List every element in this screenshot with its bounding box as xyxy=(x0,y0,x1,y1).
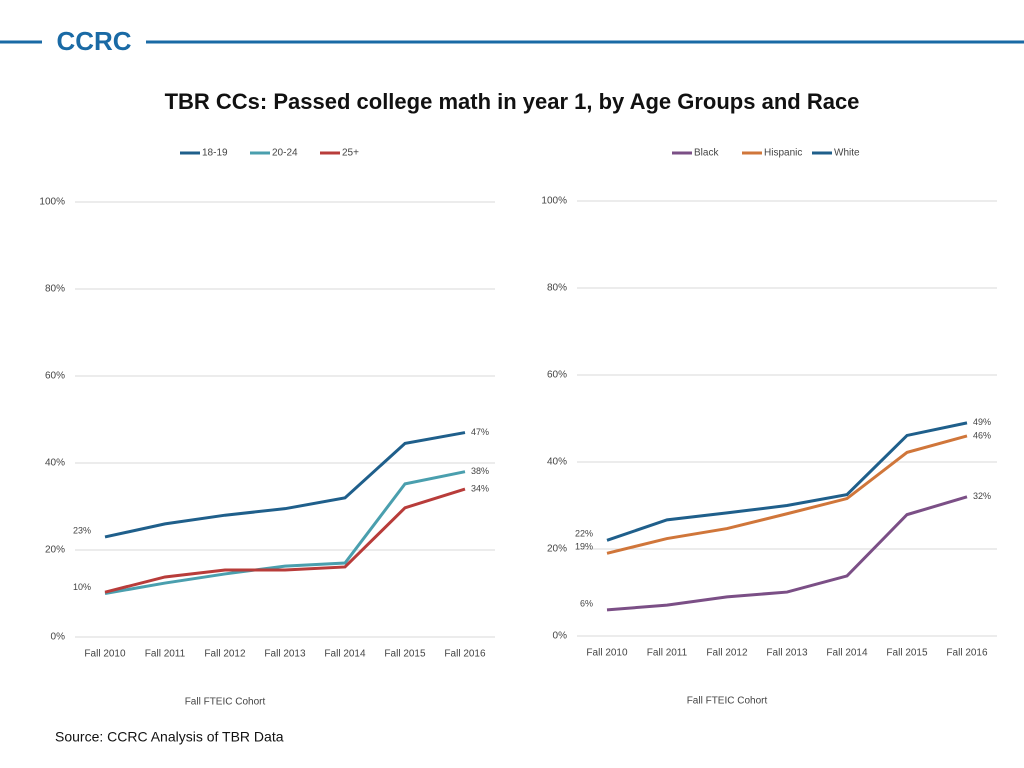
x-tick-label: Fall 2012 xyxy=(204,649,246,660)
data-label: 23% xyxy=(73,525,91,535)
x-tick-label: Fall 2010 xyxy=(586,648,628,659)
series-line xyxy=(606,421,968,542)
data-label: 47% xyxy=(471,427,489,437)
x-tick-label: Fall 2015 xyxy=(384,649,426,660)
data-label: 38% xyxy=(471,466,489,476)
series-line xyxy=(104,487,466,594)
data-label: 46% xyxy=(973,430,991,440)
data-label: 22% xyxy=(575,529,593,539)
data-label: 19% xyxy=(575,542,593,552)
x-tick-label: Fall 2011 xyxy=(145,649,186,660)
x-axis-title: Fall FTEIC Cohort xyxy=(687,696,768,707)
y-tick-label: 80% xyxy=(547,283,567,294)
x-tick-label: Fall 2015 xyxy=(886,648,928,659)
y-tick-label: 20% xyxy=(547,544,567,555)
x-tick-label: Fall 2013 xyxy=(264,649,306,660)
legend-label: 25+ xyxy=(342,148,359,159)
y-tick-label: 0% xyxy=(51,632,66,643)
series-line xyxy=(104,470,466,595)
y-tick-label: 60% xyxy=(547,370,567,381)
legend-label: 20-24 xyxy=(272,148,298,159)
y-tick-label: 80% xyxy=(45,284,65,295)
series-line xyxy=(606,434,968,555)
legend-label: Black xyxy=(694,148,719,159)
y-tick-label: 0% xyxy=(553,631,568,642)
x-tick-label: Fall 2011 xyxy=(647,648,688,659)
x-axis-title: Fall FTEIC Cohort xyxy=(185,697,266,708)
legend-label: Hispanic xyxy=(764,148,802,159)
x-tick-label: Fall 2016 xyxy=(946,648,988,659)
x-tick-label: Fall 2014 xyxy=(324,649,366,660)
y-tick-label: 60% xyxy=(45,371,65,382)
data-label: 6% xyxy=(580,598,593,608)
series-line xyxy=(606,495,968,612)
data-label: 10% xyxy=(73,582,91,592)
data-label: 34% xyxy=(471,483,489,493)
slide-title: TBR CCs: Passed college math in year 1, … xyxy=(165,89,860,114)
y-tick-label: 40% xyxy=(547,457,567,468)
legend-label: White xyxy=(834,148,860,159)
series-line xyxy=(104,431,466,539)
y-tick-label: 100% xyxy=(39,197,65,208)
x-tick-label: Fall 2013 xyxy=(766,648,808,659)
y-tick-label: 100% xyxy=(541,196,567,207)
x-tick-label: Fall 2014 xyxy=(826,648,868,659)
legend-label: 18-19 xyxy=(202,148,228,159)
x-tick-label: Fall 2010 xyxy=(84,649,126,660)
logo: CCRC xyxy=(56,26,131,56)
y-tick-label: 40% xyxy=(45,458,65,469)
x-tick-label: Fall 2016 xyxy=(444,649,486,660)
data-label: 32% xyxy=(973,491,991,501)
x-tick-label: Fall 2012 xyxy=(706,648,748,659)
y-tick-label: 20% xyxy=(45,545,65,556)
data-label: 49% xyxy=(973,417,991,427)
source-note: Source: CCRC Analysis of TBR Data xyxy=(55,729,284,745)
